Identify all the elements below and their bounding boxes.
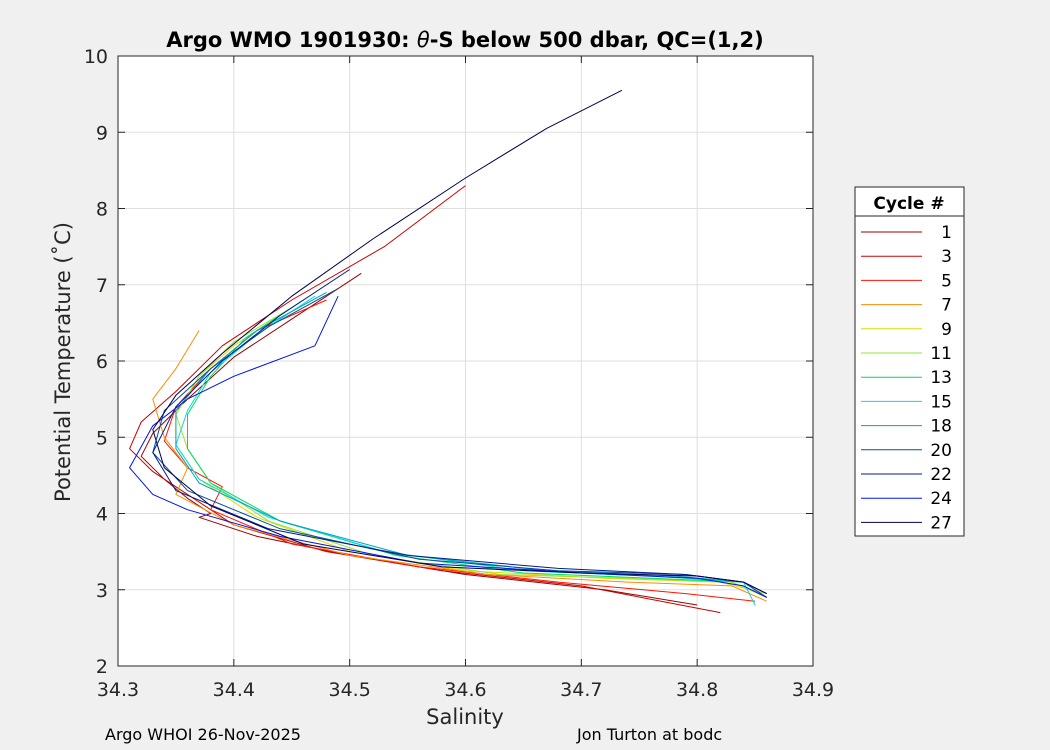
legend-label-9: 9 [941, 320, 952, 340]
grid [117, 55, 814, 667]
legend-label-7: 7 [941, 296, 952, 316]
legend-label-24: 24 [930, 489, 952, 509]
legend-box [854, 186, 965, 537]
y-tick-label: 2 [96, 656, 108, 678]
chart-title: Argo WMO 1901930: θ-S below 500 dbar, QC… [166, 28, 763, 52]
axes [117, 55, 814, 667]
plot-frame [117, 55, 814, 667]
y-tick-label: 3 [96, 580, 108, 602]
series-line-cycle-24 [129, 295, 767, 598]
y-tick-label: 9 [96, 122, 108, 144]
x-tick-label: 34.5 [329, 679, 371, 701]
series-line-cycle-7 [152, 330, 767, 602]
legend-label-5: 5 [941, 271, 952, 291]
footer-left: Argo WHOI 26-Nov-2025 [105, 725, 301, 744]
legend-title: Cycle # [873, 194, 944, 214]
series-lines [129, 89, 767, 614]
legend-label-13: 13 [930, 368, 952, 388]
x-tick-label: 34.6 [444, 679, 486, 701]
legend-label-20: 20 [930, 441, 952, 461]
legend-label-3: 3 [941, 247, 952, 267]
legend-label-22: 22 [930, 465, 952, 485]
y-tick-label: 7 [96, 275, 108, 297]
y-axis-label: Potential Temperature (˚C) [51, 222, 75, 502]
y-tick-label: 4 [96, 504, 108, 526]
legend-label-11: 11 [930, 344, 952, 364]
x-tick-label: 34.8 [676, 679, 718, 701]
x-axis-label: Salinity [426, 705, 504, 729]
x-tick-label: 34.7 [560, 679, 602, 701]
legend-label-18: 18 [930, 417, 952, 437]
legend-label-27: 27 [930, 513, 952, 533]
x-tick-label: 34.3 [97, 679, 139, 701]
series-line-cycle-13 [187, 299, 767, 598]
tick-labels: 34.3 34.4 34.5 34.6 34.7 34.8 34.9 2 3 4 5 6 7 8 9 10 [84, 46, 834, 701]
legend-label-1: 1 [941, 223, 952, 243]
y-tick-label: 6 [96, 351, 108, 373]
y-tick-label: 10 [84, 46, 108, 68]
footer-right: Jon Turton at bodc [577, 725, 723, 744]
legend-label-15: 15 [930, 392, 952, 412]
series-line-cycle-27 [152, 89, 767, 595]
y-tick-label: 5 [96, 427, 108, 449]
y-tick-label: 8 [96, 199, 108, 221]
x-tick-label: 34.4 [213, 679, 255, 701]
series-line-cycle-18 [175, 291, 767, 598]
x-tick-label: 34.9 [792, 679, 834, 701]
